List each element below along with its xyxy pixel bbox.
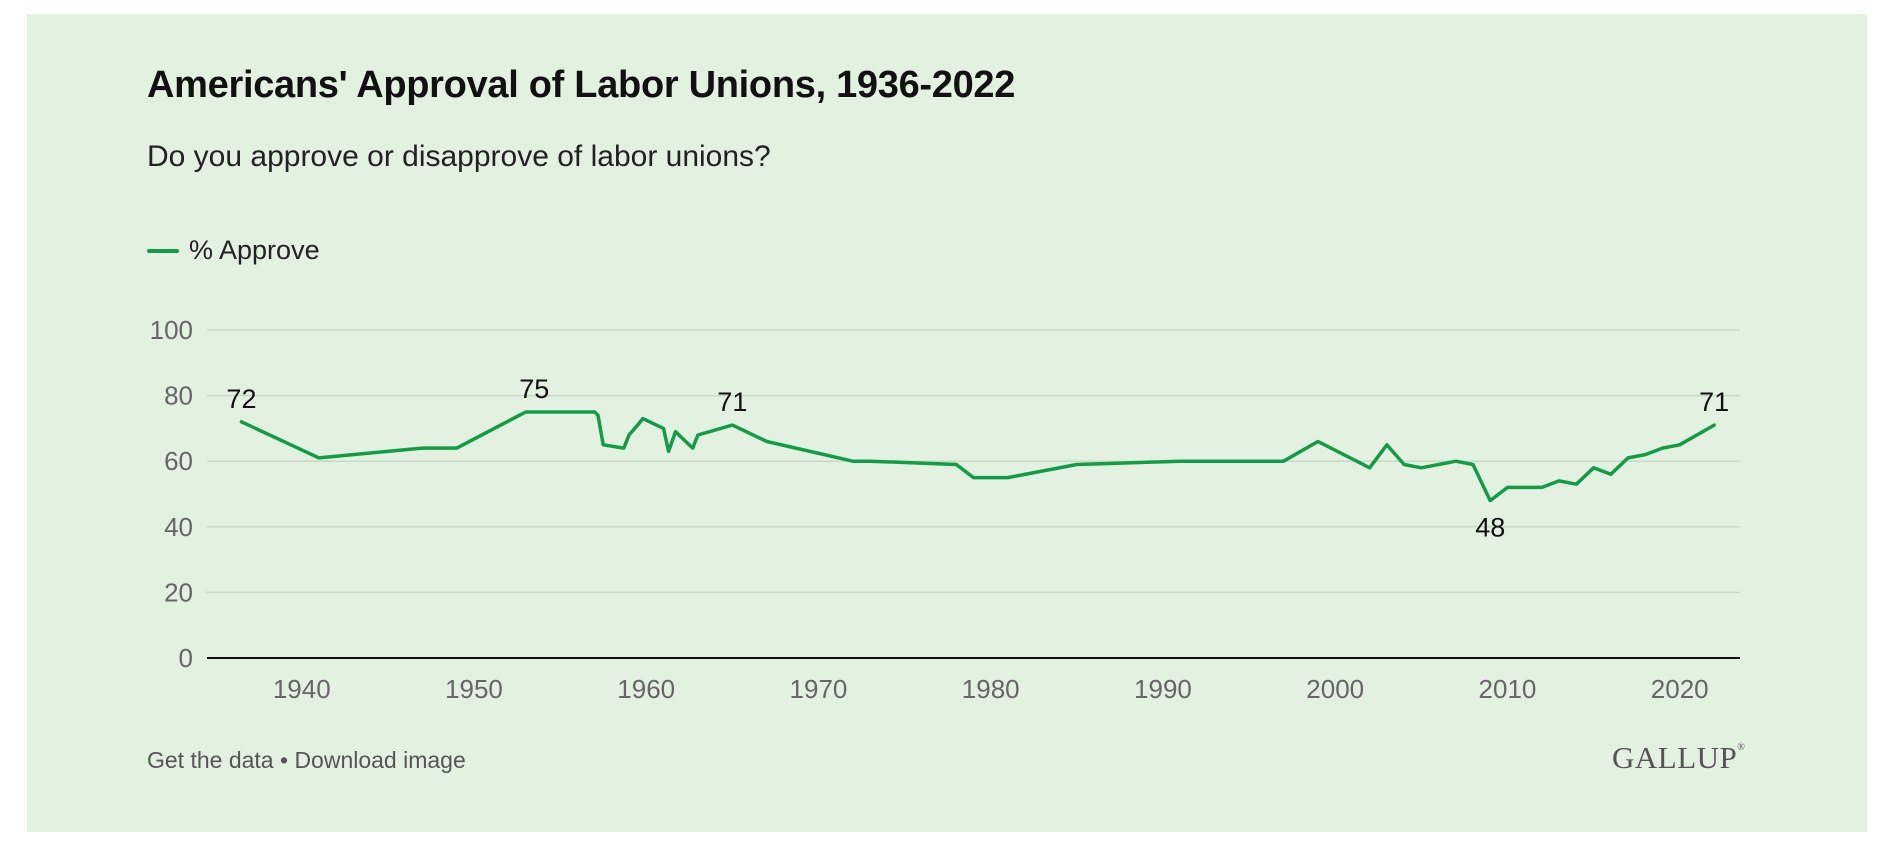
data-label-3: 48 [1475, 513, 1505, 543]
data-label-0: 72 [226, 384, 256, 414]
x-tick-label-1940: 1940 [273, 674, 331, 704]
series-line-approve [239, 410, 1716, 503]
line-chart: 0 20 40 60 80 100 1940 1950 1960 1970 1980 1990 200… [150, 315, 1740, 704]
y-tick-label-80: 80 [164, 381, 193, 411]
y-tick-label-100: 100 [150, 315, 193, 345]
data-labels: 72 75 71 48 71 [226, 374, 1729, 543]
footer-separator: • [273, 747, 295, 773]
x-tick-label-2020: 2020 [1651, 674, 1709, 704]
x-tick-label-1950: 1950 [445, 674, 503, 704]
y-tick-label-60: 60 [164, 446, 193, 476]
grid-lines [207, 329, 1740, 594]
x-tick-label-2000: 2000 [1306, 674, 1364, 704]
y-tick-label-0: 0 [179, 643, 193, 673]
y-tick-label-40: 40 [164, 512, 193, 542]
chart-subtitle: Do you approve or disapprove of labor un… [147, 140, 771, 173]
x-tick-label-1980: 1980 [962, 674, 1020, 704]
series-approve [239, 410, 1716, 503]
legend-label-approve: % Approve [189, 235, 320, 265]
x-tick-label-2010: 2010 [1479, 674, 1537, 704]
data-label-2: 71 [717, 387, 747, 417]
chart-title: Americans' Approval of Labor Unions, 193… [147, 64, 1016, 106]
chart-legend: % Approve [147, 235, 320, 266]
chart-card: Americans' Approval of Labor Unions, 193… [27, 14, 1867, 832]
data-label-4: 71 [1699, 387, 1729, 417]
get-data-link[interactable]: Get the data [147, 747, 274, 773]
x-tick-label-1970: 1970 [790, 674, 848, 704]
x-tick-label-1990: 1990 [1134, 674, 1192, 704]
y-tick-label-20: 20 [164, 577, 193, 607]
download-image-link[interactable]: Download image [294, 747, 466, 773]
x-tick-label-1960: 1960 [617, 674, 675, 704]
y-tick-labels: 0 20 40 60 80 100 [150, 315, 193, 673]
data-label-1: 75 [519, 374, 549, 404]
chart-footer: Get the data • Download image [147, 747, 466, 774]
x-tick-labels: 1940 1950 1960 1970 1980 1990 2000 2010 2020 [273, 674, 1709, 704]
brand-name: GALLUP [1612, 740, 1738, 775]
brand-mark: ® [1737, 742, 1746, 753]
legend-swatch-approve [147, 248, 179, 253]
gallup-logo: GALLUP® [1612, 740, 1745, 776]
